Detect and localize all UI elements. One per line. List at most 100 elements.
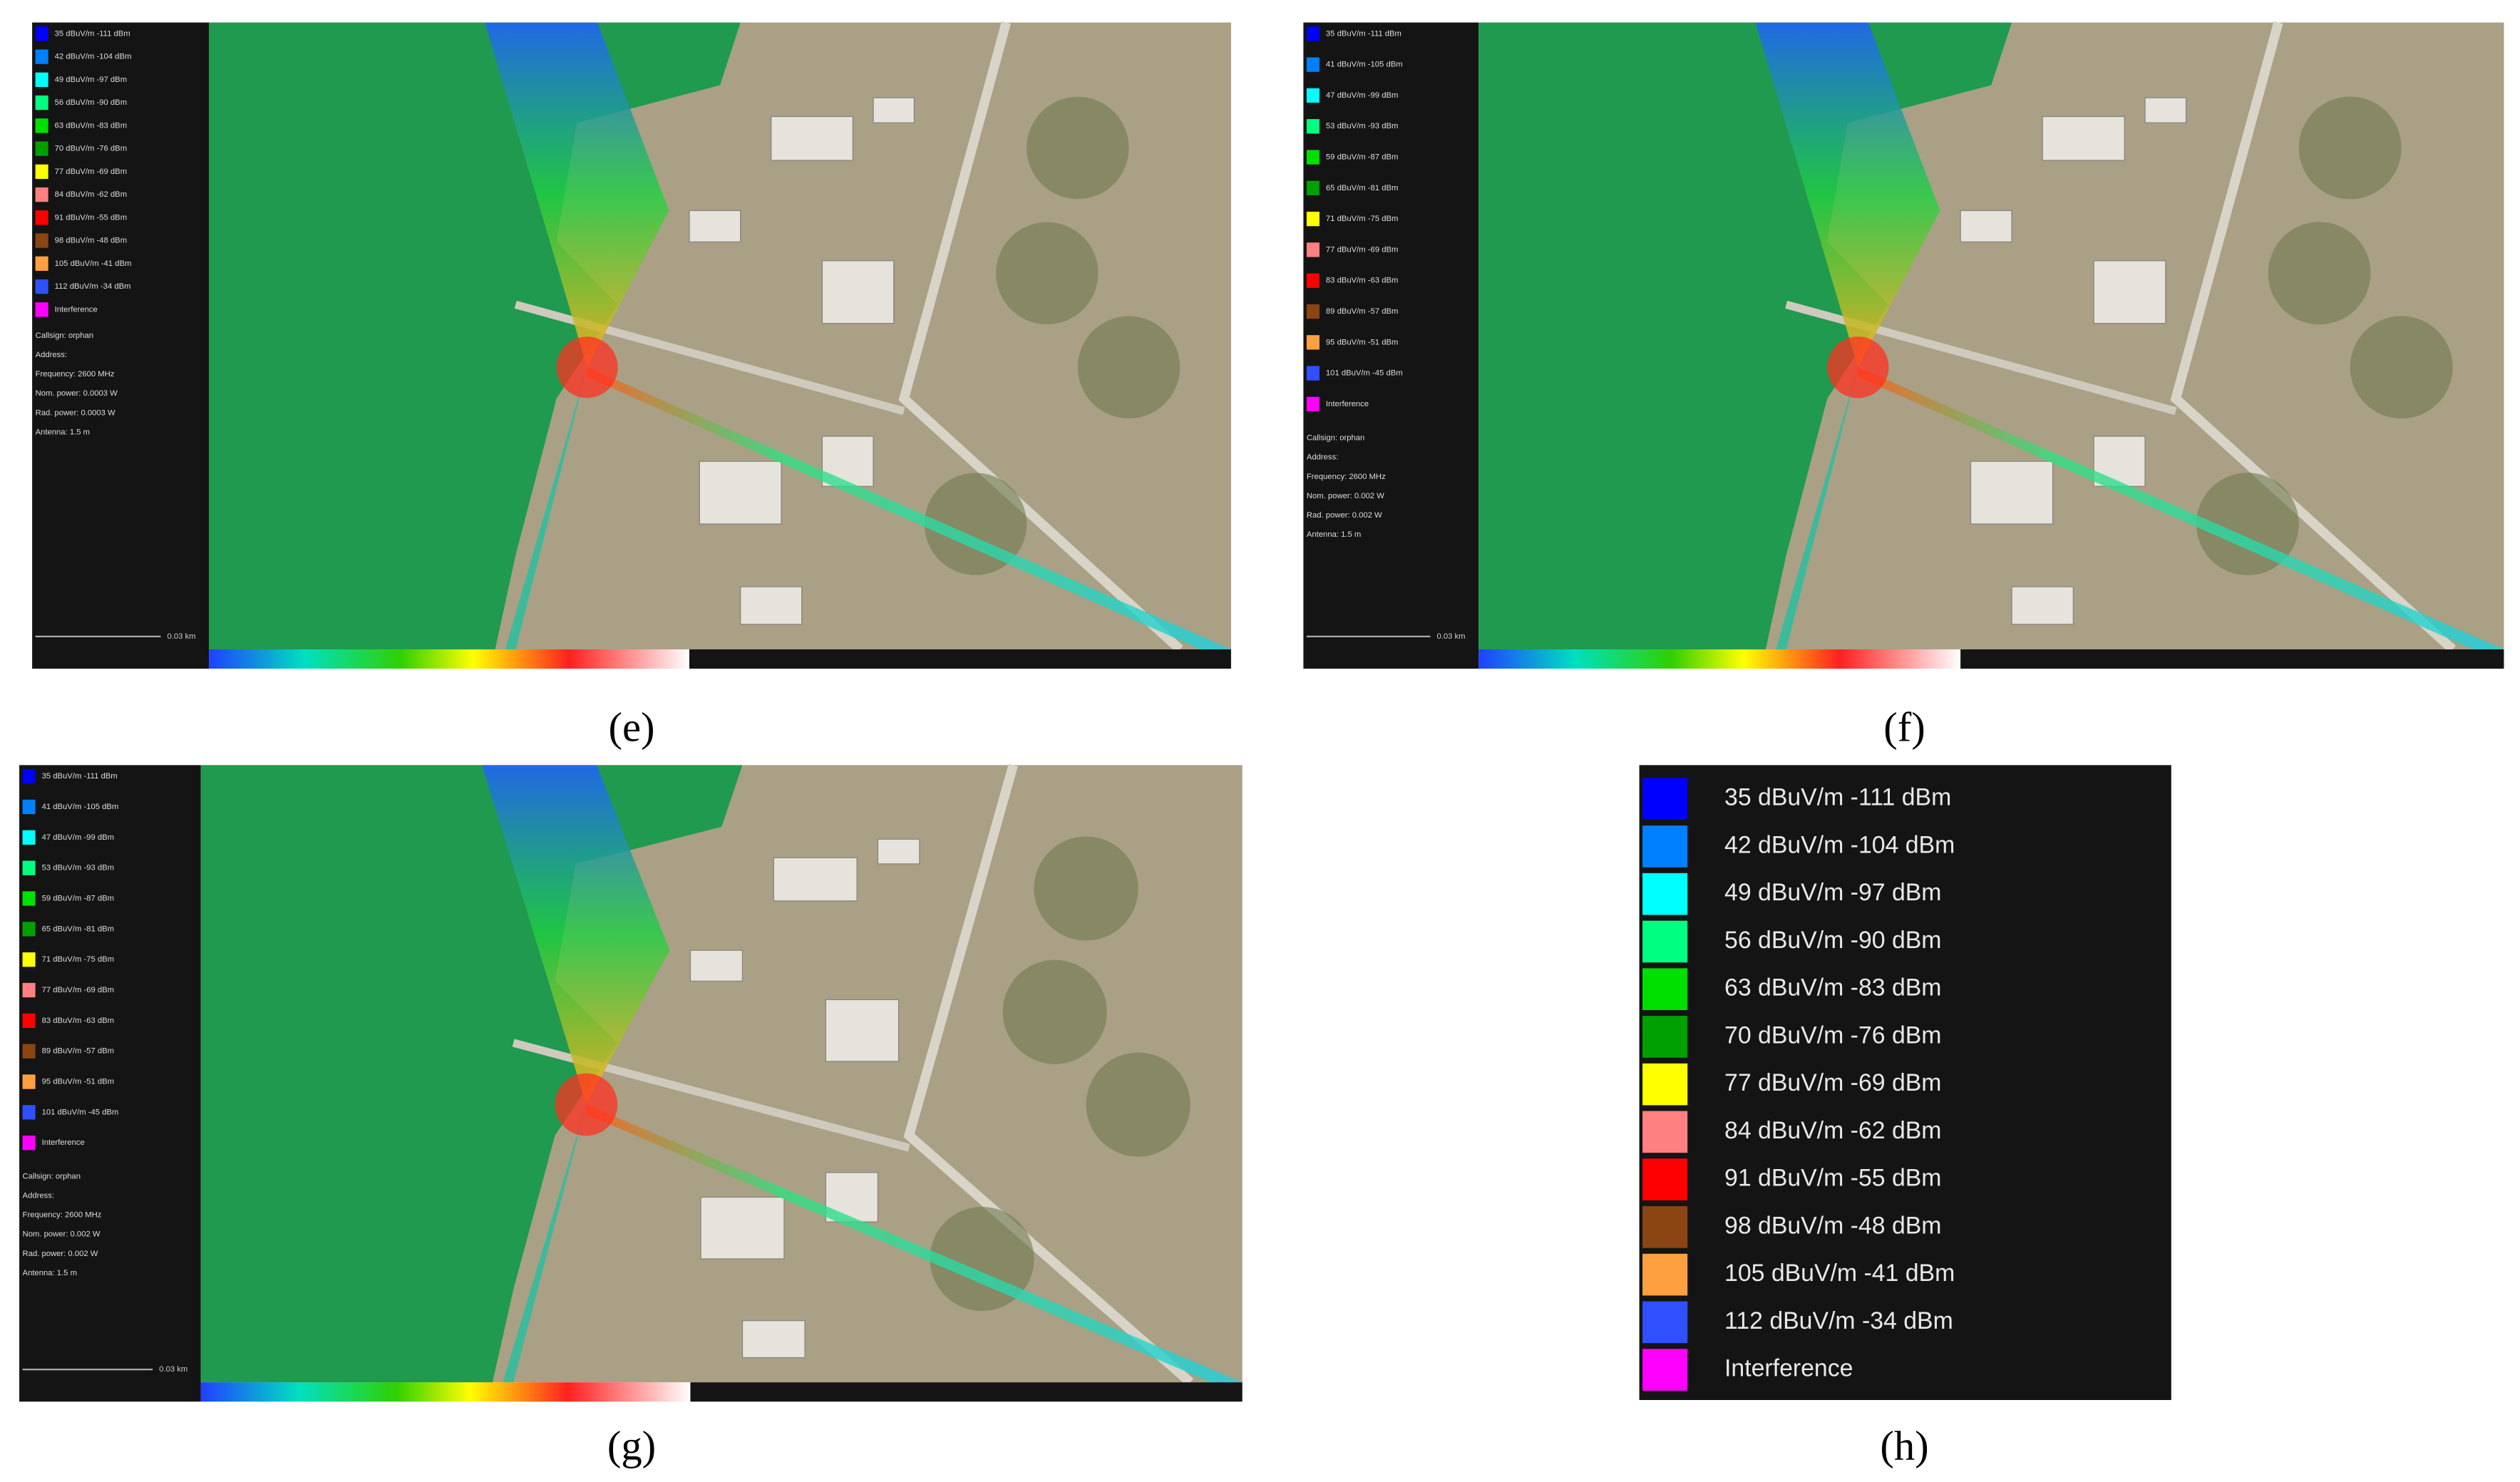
building	[825, 999, 900, 1062]
legend-swatch	[1306, 242, 1320, 257]
legend-swatch	[22, 1044, 36, 1059]
legend-swatch	[22, 1074, 36, 1089]
station-info: Nom. power: 0.002 W	[23, 1230, 101, 1239]
coverage-core	[1827, 336, 1889, 398]
building	[873, 97, 915, 123]
legend-swatch	[1306, 304, 1320, 319]
legend-label: 63 dBuV/m -83 dBm	[55, 121, 127, 130]
legend-label: 77 dBuV/m -69 dBm	[1724, 1069, 1941, 1096]
building	[771, 115, 854, 161]
building	[821, 260, 895, 324]
coverage-beam	[1858, 367, 2504, 649]
legend-label: 101 dBuV/m -45 dBm	[1326, 369, 1403, 378]
legend-swatch	[35, 95, 48, 110]
legend-label: 42 dBuV/m -104 dBm	[55, 53, 132, 61]
scale-label: 0.03 km	[1436, 632, 1465, 641]
legend-swatch	[1642, 1158, 1688, 1200]
legend-label: 98 dBuV/m -48 dBm	[1724, 1212, 1941, 1239]
legend-swatch	[22, 891, 36, 906]
legend-label: 70 dBuV/m -76 dBm	[55, 145, 127, 153]
legend-label: 84 dBuV/m -62 dBm	[55, 190, 127, 199]
panel-label: (h)	[1880, 1422, 1928, 1468]
legend-label: 91 dBuV/m -55 dBm	[1724, 1165, 1941, 1192]
station-info: Antenna: 1.5 m	[36, 428, 90, 436]
vegetation	[1034, 836, 1138, 941]
legend-swatch	[35, 26, 48, 41]
station-info: Address:	[36, 351, 67, 359]
status-bar	[1960, 649, 2504, 669]
legend-swatch	[35, 49, 48, 64]
legend-label: 105 dBuV/m -41 dBm	[1724, 1260, 1955, 1287]
legend-label: 91 dBuV/m -55 dBm	[55, 213, 127, 222]
coverage-beam	[1776, 367, 1858, 649]
station-info: Nom. power: 0.002 W	[1307, 492, 1384, 500]
vegetation	[1002, 959, 1107, 1064]
legend-label: Interference	[42, 1138, 85, 1147]
building	[699, 460, 782, 525]
legend-label: 63 dBuV/m -83 dBm	[1724, 974, 1941, 1002]
legend-swatch	[22, 922, 36, 937]
legend-label: 47 dBuV/m -99 dBm	[42, 833, 114, 842]
lake	[1478, 22, 2012, 649]
legend-swatch	[1642, 1063, 1688, 1106]
building	[740, 586, 803, 625]
legend-swatch	[35, 210, 48, 225]
legend-label: 49 dBuV/m -97 dBm	[55, 76, 127, 84]
legend-swatch	[1642, 825, 1688, 868]
legend-label: Interference	[1724, 1355, 1853, 1382]
legend-swatch	[1306, 26, 1320, 41]
color-bar	[209, 649, 689, 669]
legend-swatch	[1306, 119, 1320, 134]
color-bar	[200, 1382, 691, 1402]
vegetation	[1086, 1052, 1190, 1157]
legend-swatch	[35, 141, 48, 156]
station-info: Antenna: 1.5 m	[23, 1269, 77, 1277]
legend-label: 41 dBuV/m -105 dBm	[1326, 61, 1403, 69]
legend-swatch	[1642, 1253, 1688, 1296]
legend-label: 83 dBuV/m -63 dBm	[42, 1017, 114, 1025]
building	[2011, 586, 2074, 625]
station-info: Rad. power: 0.0003 W	[36, 408, 115, 417]
legend-swatch	[1306, 150, 1320, 165]
legend-label: 112 dBuV/m -34 dBm	[1724, 1307, 1953, 1334]
legend-swatch	[1642, 1349, 1688, 1391]
scale-label: 0.03 km	[159, 1365, 187, 1374]
legend-swatch	[1306, 180, 1320, 195]
legend-swatch	[1306, 88, 1320, 103]
legend-swatch	[22, 1136, 36, 1151]
legend-label: 35 dBuV/m -111 dBm	[1326, 29, 1402, 38]
legend-swatch	[35, 72, 48, 87]
legend-label: 71 dBuV/m -75 dBm	[1326, 215, 1398, 223]
legend-label: 83 dBuV/m -63 dBm	[1326, 277, 1398, 285]
building	[2144, 97, 2187, 123]
building	[2042, 115, 2125, 161]
legend-swatch	[1642, 1301, 1688, 1344]
legend-swatch	[1642, 1016, 1688, 1058]
station-info: Antenna: 1.5 m	[1307, 530, 1361, 539]
building	[689, 950, 744, 982]
legend-label: 47 dBuV/m -99 dBm	[1326, 91, 1398, 100]
panel-label: (e)	[608, 704, 654, 750]
legend-label: 41 dBuV/m -105 dBm	[42, 803, 119, 811]
legend-label: 59 dBuV/m -87 dBm	[42, 894, 114, 902]
legend-label: 89 dBuV/m -57 dBm	[42, 1047, 114, 1056]
legend-label: Interference	[55, 305, 98, 314]
legend-swatch	[35, 187, 48, 202]
legend-swatch	[1642, 968, 1688, 1010]
legend-swatch	[35, 302, 48, 317]
legend-label: 95 dBuV/m -51 dBm	[1326, 338, 1398, 346]
station-info: Callsign: orphan	[1307, 434, 1364, 443]
station-info: Address:	[23, 1192, 54, 1200]
legend-swatch	[22, 860, 36, 875]
building	[689, 210, 741, 243]
coverage-beam	[485, 22, 669, 368]
lake	[200, 765, 743, 1383]
legend-swatch	[1642, 778, 1688, 820]
legend-swatch	[22, 768, 36, 784]
legend-label: 89 dBuV/m -57 dBm	[1326, 307, 1398, 316]
legend-swatch	[22, 1105, 36, 1120]
coverage-core	[556, 336, 618, 398]
coverage-beam	[482, 765, 670, 1105]
